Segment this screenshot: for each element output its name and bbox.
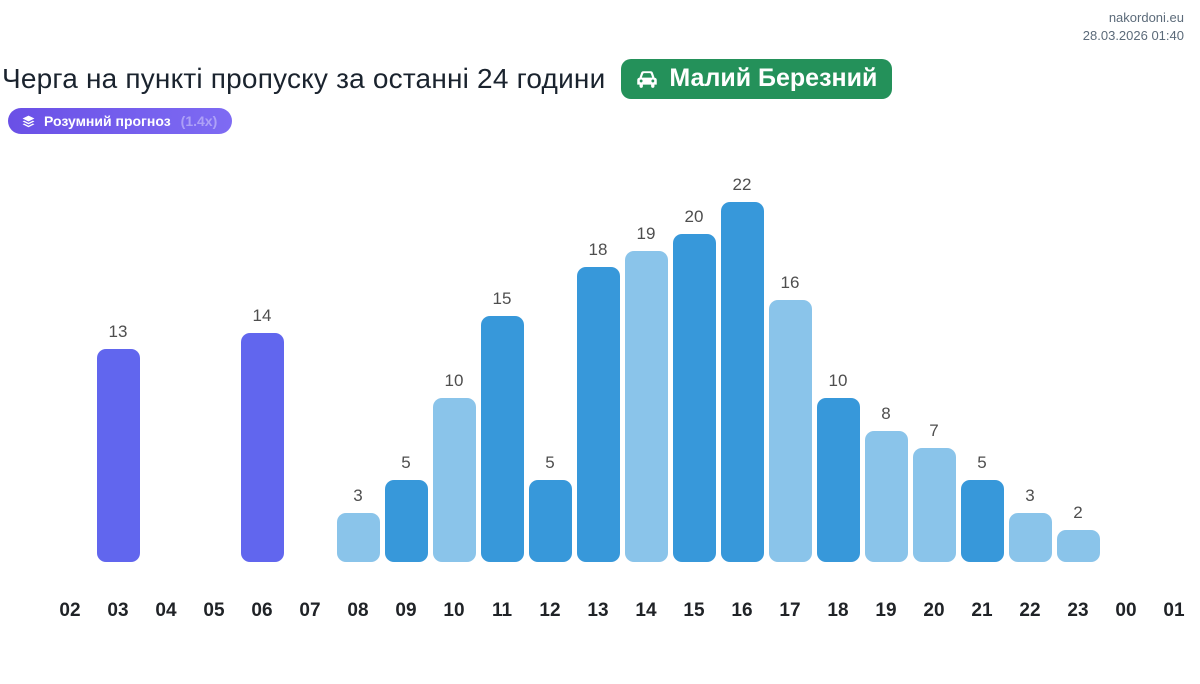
bar-column: 2	[1054, 147, 1102, 563]
bar[interactable]	[960, 480, 1004, 563]
bar-value-label: 7	[929, 420, 939, 440]
bar[interactable]	[624, 250, 668, 563]
bar-column: 15	[478, 147, 526, 563]
x-axis-label: 04	[155, 600, 177, 622]
bar[interactable]	[816, 398, 860, 563]
title-row: Черга на пункті пропуску за останні 24 г…	[2, 59, 1200, 100]
forecast-label: Розумний прогноз	[44, 113, 171, 130]
bar-value-label: 19	[636, 223, 656, 243]
x-axis-label: 17	[779, 600, 801, 622]
x-axis: 02 03 04 05 06 07 08 09 10 11 12 13 14 15 16 17 18 19 20 21…	[0, 600, 1200, 622]
bar[interactable]	[336, 513, 380, 563]
x-axis-label: 14	[635, 600, 657, 622]
x-axis-label: 02	[59, 600, 81, 622]
bar-column: 7	[910, 147, 958, 563]
header: nakordoni.eu 28.03.2026 01:40	[0, 0, 1200, 45]
bar[interactable]	[432, 398, 476, 563]
bar-column: 5	[958, 147, 1006, 563]
bar-column: 16	[766, 147, 814, 563]
bar[interactable]	[768, 299, 812, 563]
checkpoint-name: Малий Березний	[669, 64, 878, 93]
bar-column: 5	[526, 147, 574, 563]
bar-value-label: 3	[1025, 486, 1035, 506]
bar[interactable]	[96, 349, 140, 563]
bar[interactable]	[1056, 529, 1100, 563]
bar-column: 8	[862, 147, 910, 563]
bar-column: 3	[1006, 147, 1054, 563]
bar-column: 22	[718, 147, 766, 563]
x-axis-label: 01	[1163, 600, 1185, 622]
x-axis-label: 18	[827, 600, 849, 622]
x-axis-label: 23	[1067, 600, 1089, 622]
x-axis-label: 07	[299, 600, 321, 622]
x-axis-label: 16	[731, 600, 753, 622]
bar-column: 10	[814, 147, 862, 563]
bar[interactable]	[576, 267, 620, 563]
x-axis-label: 05	[203, 600, 225, 622]
x-axis-label: 21	[971, 600, 993, 622]
x-axis-label: 22	[1019, 600, 1041, 622]
smart-forecast-badge[interactable]: Розумний прогноз (1.4x)	[8, 108, 233, 135]
bar-value-label: 10	[828, 371, 848, 391]
bar[interactable]	[480, 316, 524, 563]
bar-column: 13	[94, 147, 142, 563]
bar[interactable]	[720, 201, 764, 563]
x-axis-label: 08	[347, 600, 369, 622]
x-axis-label: 20	[923, 600, 945, 622]
x-axis-label: 09	[395, 600, 417, 622]
bar-column: 10	[430, 147, 478, 563]
x-axis-label: 13	[587, 600, 609, 622]
car-icon	[634, 66, 660, 92]
page-title: Черга на пункті пропуску за останні 24 г…	[2, 63, 606, 95]
bar-column	[1150, 147, 1198, 562]
x-axis-label: 19	[875, 600, 897, 622]
bar[interactable]	[864, 431, 908, 563]
bar-value-label: 22	[732, 174, 752, 194]
x-axis-label: 12	[539, 600, 561, 622]
bar[interactable]	[240, 332, 284, 563]
x-axis-label: 03	[107, 600, 129, 622]
bar-column	[1102, 147, 1150, 562]
bar-value-label: 5	[977, 453, 987, 473]
bar[interactable]	[384, 480, 428, 563]
bar-value-label: 16	[780, 272, 800, 292]
bar-value-label: 10	[444, 371, 464, 391]
bar-column	[190, 147, 238, 562]
bar-column: 3	[334, 147, 382, 563]
bar-value-label: 5	[545, 453, 555, 473]
bar[interactable]	[528, 480, 572, 563]
x-axis-label: 15	[683, 600, 705, 622]
bar-column	[142, 147, 190, 562]
checkpoint-badge[interactable]: Малий Березний	[621, 59, 893, 100]
bar-value-label: 15	[492, 289, 512, 309]
timestamp: 28.03.2026 01:40	[1082, 28, 1184, 44]
queue-bar-chart: 13 14 3 5 10 15 5 18 19 20 22 16 10 8 7 5 3 2 02 03 04 05 06 0…	[0, 147, 1200, 622]
bar-value-label: 3	[353, 486, 363, 506]
bar-value-label: 18	[588, 240, 608, 260]
bar-value-label: 5	[401, 453, 411, 473]
bar-column	[46, 147, 94, 562]
bar-value-label: 8	[881, 404, 891, 424]
bars-row: 13 14 3 5 10 15 5 18 19 20 22 16 10 8 7 5 3 2	[0, 147, 1200, 563]
x-axis-label: 11	[491, 600, 513, 622]
bar-value-label: 2	[1073, 502, 1083, 522]
layers-icon	[21, 114, 36, 129]
bar-column	[286, 147, 334, 562]
bar-column: 19	[622, 147, 670, 563]
bar[interactable]	[912, 447, 956, 563]
x-axis-label: 00	[1115, 600, 1137, 622]
bar-value-label: 14	[252, 305, 272, 325]
forecast-multiplier: (1.4x)	[180, 113, 218, 130]
x-axis-label: 06	[251, 600, 273, 622]
bar-column: 14	[238, 147, 286, 563]
site-name: nakordoni.eu	[1108, 10, 1184, 25]
bar[interactable]	[1008, 513, 1052, 563]
bar-column: 5	[382, 147, 430, 563]
bar-column: 18	[574, 147, 622, 563]
bar[interactable]	[672, 234, 716, 563]
bar-value-label: 13	[108, 322, 128, 342]
x-axis-label: 10	[443, 600, 465, 622]
bar-column: 20	[670, 147, 718, 563]
bar-value-label: 20	[684, 207, 704, 227]
